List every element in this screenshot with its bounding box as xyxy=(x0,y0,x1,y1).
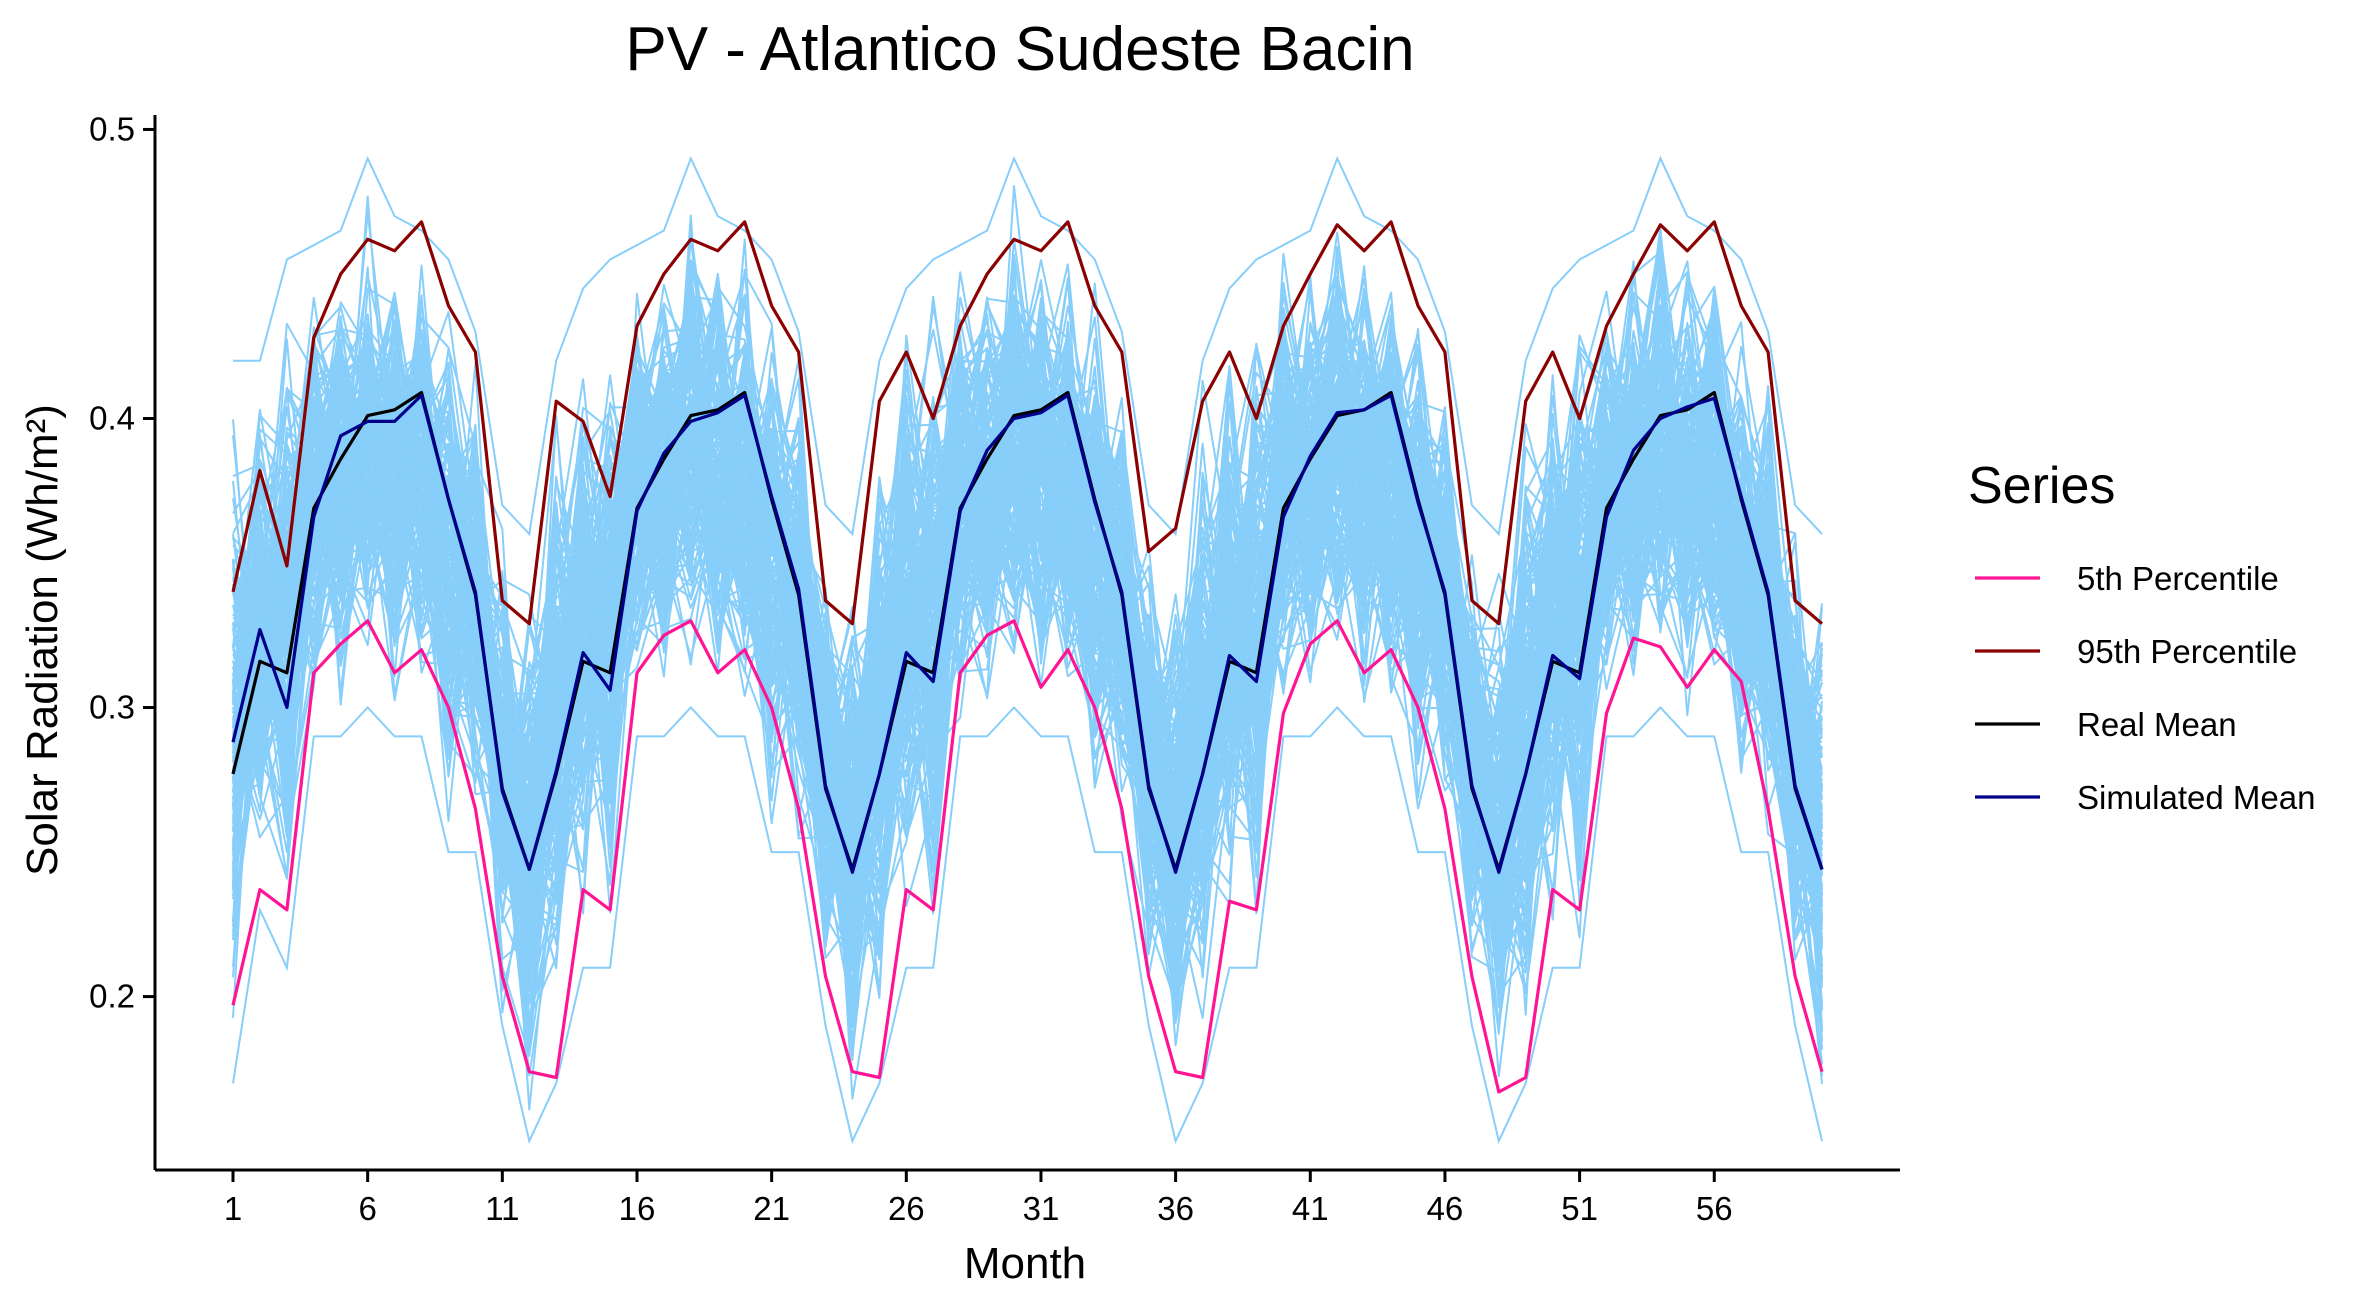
chart-title: PV - Atlantico Sudeste Bacin xyxy=(625,15,1414,84)
x-tick-label: 16 xyxy=(619,1190,656,1227)
legend-label: 95th Percentile xyxy=(2077,633,2297,670)
x-tick-label: 1 xyxy=(224,1190,242,1227)
simulation-upper-edge xyxy=(233,155,1823,537)
legend-title: Series xyxy=(1968,457,2115,515)
x-ticks: 1 6 11 16 21 26 31 36 41 46 51 56 xyxy=(224,1170,1733,1227)
x-tick-label: 36 xyxy=(1157,1190,1194,1227)
simulation-line xyxy=(232,275,1823,855)
x-tick-label: 26 xyxy=(888,1190,925,1227)
legend-label: Real Mean xyxy=(2077,706,2237,743)
series-line-5th-percentile xyxy=(231,619,1824,1094)
y-axis-title: Solar Radiation (Wh/m²) xyxy=(18,404,67,876)
x-tick-label: 6 xyxy=(358,1190,376,1227)
series-line-95th-percentile xyxy=(231,220,1824,626)
simulation-line xyxy=(232,335,1823,979)
legend: Series 5th Percentile 95th Percentile Real… xyxy=(1968,457,2315,816)
y-tick-label: 0.2 xyxy=(89,978,135,1015)
y-tick-label: 0.4 xyxy=(89,399,135,436)
x-tick-label: 46 xyxy=(1427,1190,1464,1227)
y-ticks: 0.2 0.3 0.4 0.5 xyxy=(89,110,155,1015)
legend-items: 5th Percentile 95th Percentile Real Mean Si… xyxy=(1975,560,2315,816)
series-layer xyxy=(231,220,1824,1094)
y-tick-label: 0.3 xyxy=(89,689,135,726)
legend-label: Simulated Mean xyxy=(2077,779,2315,816)
x-tick-label: 31 xyxy=(1023,1190,1060,1227)
simulation-lower-edge xyxy=(232,706,1823,1145)
x-tick-label: 56 xyxy=(1696,1190,1733,1227)
x-tick-label: 11 xyxy=(485,1190,519,1227)
y-tick-label: 0.5 xyxy=(89,110,135,147)
x-tick-label: 21 xyxy=(753,1190,790,1227)
x-tick-label: 41 xyxy=(1292,1190,1329,1227)
series-line-simulated-mean xyxy=(231,393,1824,874)
legend-label: 5th Percentile xyxy=(2077,560,2279,597)
simulation-line xyxy=(232,308,1823,1051)
simulation-line xyxy=(232,281,1823,947)
x-tick-label: 51 xyxy=(1561,1190,1598,1227)
x-axis-title: Month xyxy=(964,1239,1086,1288)
simulation-line xyxy=(232,296,1823,961)
simulation-line xyxy=(232,226,1823,895)
